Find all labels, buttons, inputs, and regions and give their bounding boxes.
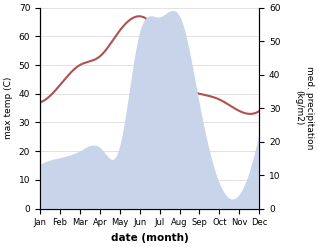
Y-axis label: max temp (C): max temp (C) [4, 77, 13, 139]
Y-axis label: med. precipitation
(kg/m2): med. precipitation (kg/m2) [294, 66, 314, 150]
X-axis label: date (month): date (month) [111, 233, 189, 243]
